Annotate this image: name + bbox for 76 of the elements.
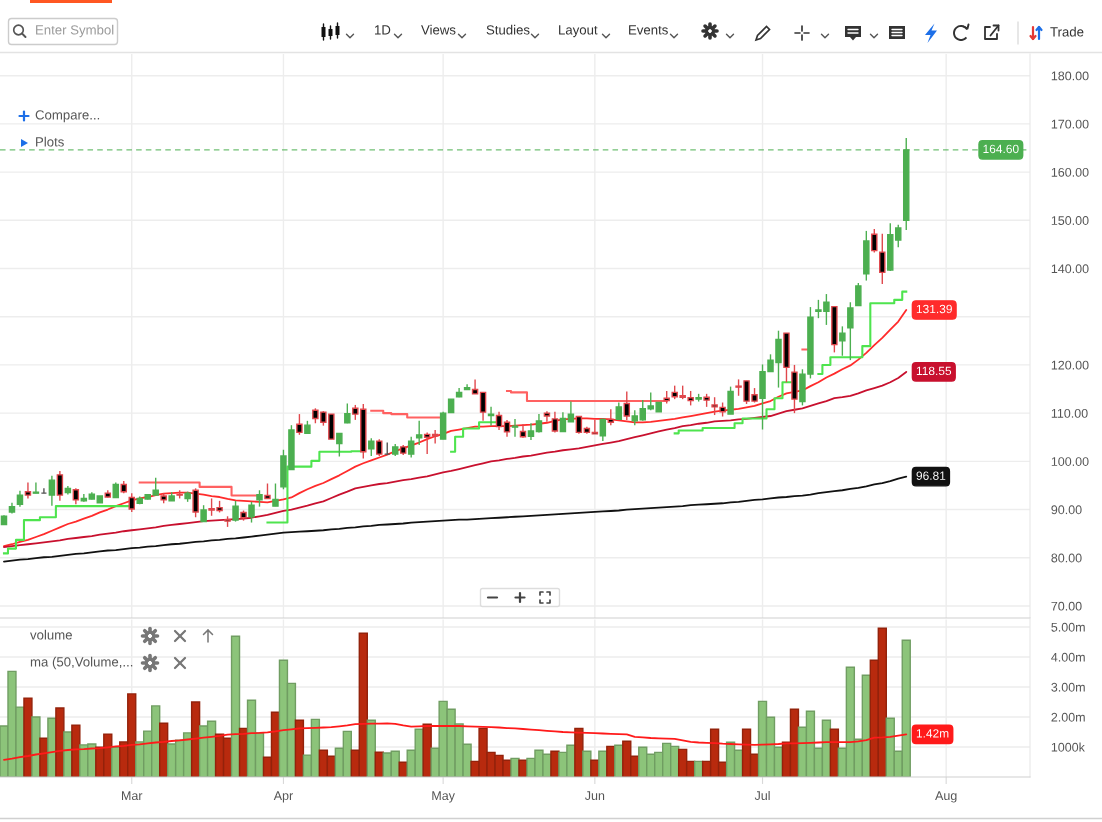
candlestick [32,481,40,494]
candlestick [727,385,734,415]
text: Studies [486,24,530,35]
y-tick-label: 110.00 [1051,408,1088,418]
bar [574,727,584,777]
y-tick-label: 170.00 [1051,119,1089,129]
bar [31,716,41,777]
candlestick [232,500,239,523]
data-label: 1.42m [916,729,949,738]
candlestick [56,470,64,502]
x-tick-label: Apr [273,791,293,803]
candlestick [471,378,479,395]
candlestick [336,432,343,458]
y-tick-label: 150.00 [1051,216,1089,225]
y-tick-label: 5.00m [1051,622,1085,632]
line-series [3,475,908,563]
y-tick-label: 3.00m [1051,682,1085,692]
candlestick [855,282,862,307]
text: 1D [375,25,391,35]
x-tick-label: Jul [754,790,770,801]
candlestick [607,408,615,426]
annotation: Compare... [35,110,100,123]
candlestick [559,411,567,433]
candlestick [871,228,878,254]
x-tick-label: May [432,791,455,803]
candlestick [423,431,431,455]
candlestick [128,492,135,513]
candlestick [839,325,846,357]
candlestick [623,390,631,421]
y-tick-label: 80.00 [1051,553,1082,563]
annotation: Plots [36,136,64,147]
y-tick-label: 90.00 [1051,505,1082,515]
text: Enter Symbol [36,24,114,38]
x-tick-label: Aug [935,791,957,803]
y-tick-label: 180.00 [1051,71,1089,81]
candlestick [296,413,303,436]
candlestick [879,233,886,285]
y-tick-label: 1000k [1051,742,1085,752]
text: Trade [1050,26,1084,37]
bar [55,707,65,777]
candlestick [48,475,56,507]
candlestick [567,400,575,423]
candlestick [591,419,599,435]
data-label: 131.39 [916,304,952,314]
candlestick [192,487,199,518]
y-tick-label: 160.00 [1051,167,1089,177]
y-tick-label: 4.00m [1051,652,1085,662]
y-tick-label: 2.00m [1051,712,1085,722]
candlestick [407,436,415,459]
data-label: 96.81 [916,471,946,480]
text: Layout [559,25,598,38]
line-series [3,722,908,761]
text: Views [421,24,456,35]
bar [71,724,81,777]
bar [230,635,241,777]
annotation: ma (50,Volume,... [30,656,133,670]
line-series [3,371,908,549]
x-tick-label: Jun [584,791,605,801]
candlestick [847,301,854,361]
data-label: 118.55 [916,366,952,376]
y-tick-label: 120.00 [1051,360,1089,370]
y-tick-label: 70.00 [1051,601,1082,611]
candlestick [272,482,279,507]
y-tick-label: 140.00 [1051,264,1089,274]
candlestick [415,420,423,446]
candlestick [511,418,519,438]
candlestick [479,391,487,422]
x-tick-label: Mar [122,791,143,801]
ref-line-label: 164.60 [983,144,1019,154]
candlestick [248,501,255,524]
y-tick-label: 100.00 [1051,457,1089,466]
annotation: volume [30,629,72,640]
text: Events [629,25,668,35]
candlestick [24,481,32,500]
candlestick [487,406,495,427]
candlestick [495,410,503,431]
